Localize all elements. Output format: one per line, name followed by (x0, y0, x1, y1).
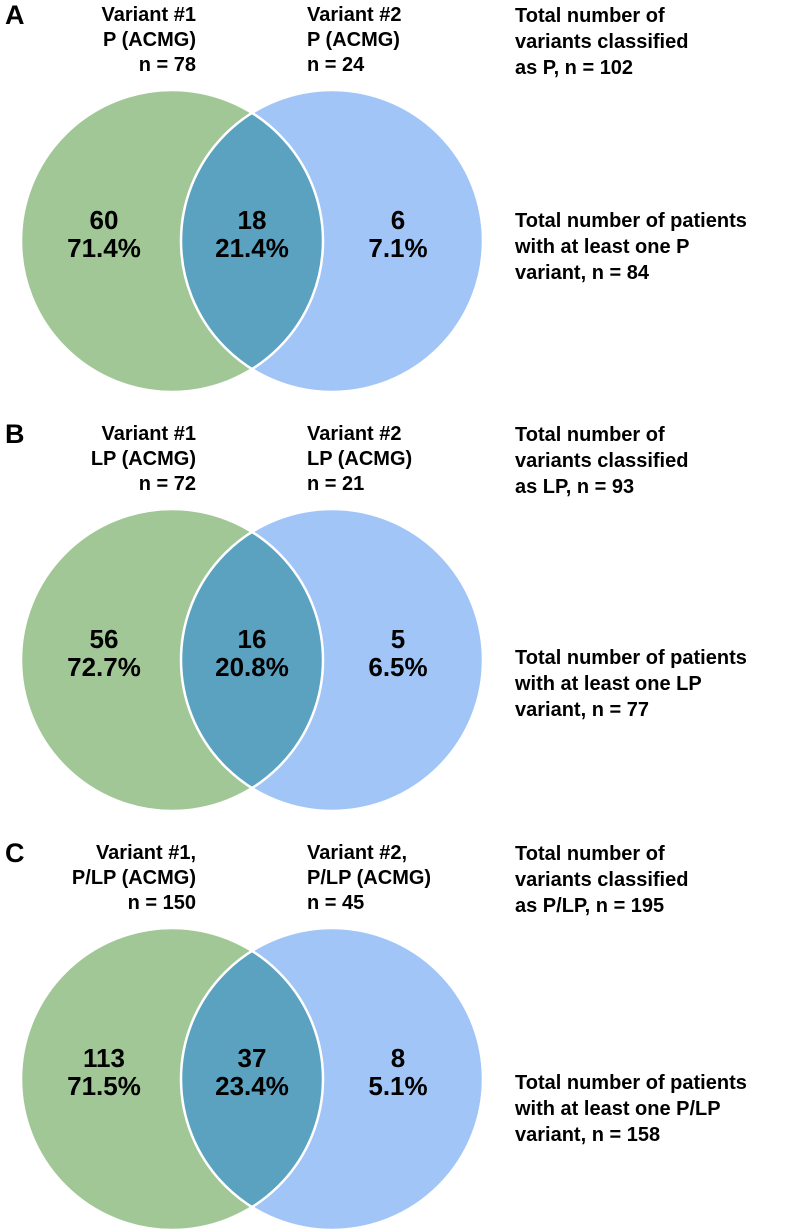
panel-a: A Variant #1 P (ACMG) n = 78 Variant #2 … (0, 0, 797, 419)
set1-label-line1: Variant #1 (101, 4, 196, 26)
set1-circle-outline (19, 926, 325, 1229)
overlap-count: 18 (238, 205, 267, 235)
patients-total-line1: Total number of patients (515, 1072, 747, 1094)
panel-a-venn-diagram: 60 71.4% 18 21.4% 6 7.1% (0, 84, 500, 402)
set2-label-line3: n = 45 (307, 892, 365, 914)
set2-circle-outline (179, 88, 485, 394)
set1-label-line3: n = 72 (138, 473, 196, 495)
patients-total-line3: variant, n = 84 (515, 262, 649, 284)
overlap-count: 16 (238, 624, 267, 654)
left-only-count: 113 (83, 1043, 125, 1073)
panel-c-set2-label: Variant #2, P/LP (ACMG) n = 45 (307, 841, 431, 916)
set2-label-line2: P/LP (ACMG) (307, 867, 432, 889)
variants-total-line3: as LP, n = 93 (515, 476, 635, 498)
set2-label-line1: Variant #2 (307, 423, 402, 445)
set2-label-line2: P (ACMG) (307, 29, 400, 51)
panel-b-set1-label: Variant #1 LP (ACMG) n = 72 (40, 422, 196, 497)
set1-circle-outline (19, 507, 325, 813)
left-only-pct: 71.5% (67, 1071, 141, 1101)
venn-svg: 60 71.4% 18 21.4% 6 7.1% (19, 88, 485, 394)
left-only-count: 60 (90, 205, 119, 235)
patients-total-line3: variant, n = 158 (515, 1124, 661, 1146)
panel-b-patients-total: Total number of patients with at least o… (515, 645, 790, 723)
set1-label-line1: Variant #1 (101, 423, 196, 445)
panel-b: B Variant #1 LP (ACMG) n = 72 Variant #2… (0, 419, 797, 838)
right-only-count: 5 (391, 624, 405, 654)
overlap-pct: 20.8% (215, 652, 289, 682)
panel-a-patients-total: Total number of patients with at least o… (515, 208, 790, 286)
set2-label-line1: Variant #2, (307, 842, 408, 864)
variants-total-line3: as P, n = 102 (515, 57, 634, 79)
set1-label-line1: Variant #1, (95, 842, 196, 864)
variants-total-line2: variants classified (515, 31, 689, 53)
variants-total-line3: as P/LP, n = 195 (515, 895, 665, 917)
overlap-pct: 23.4% (215, 1071, 289, 1101)
set1-label-line2: LP (ACMG) (90, 448, 196, 470)
panel-a-set1-label: Variant #1 P (ACMG) n = 78 (40, 3, 196, 78)
venn-svg: 113 71.5% 37 23.4% 8 5.1% (19, 926, 485, 1229)
panel-c-letter: C (5, 838, 25, 868)
set1-circle-outline (19, 88, 325, 394)
set2-circle-outline (179, 926, 485, 1229)
panel-c-set1-label: Variant #1, P/LP (ACMG) n = 150 (40, 841, 196, 916)
overlap-region (181, 928, 323, 1229)
patients-total-line1: Total number of patients (515, 210, 747, 232)
patients-total-line1: Total number of patients (515, 647, 747, 669)
set1-label-line2: P/LP (ACMG) (71, 867, 196, 889)
patients-total-line2: with at least one LP (515, 673, 702, 695)
set1-label-line3: n = 150 (127, 892, 196, 914)
right-only-pct: 6.5% (368, 652, 427, 682)
right-only-count: 8 (391, 1043, 405, 1073)
patients-total-line3: variant, n = 77 (515, 699, 649, 721)
panel-c-variants-total: Total number of variants classified as P… (515, 841, 790, 919)
panel-b-letter: B (5, 419, 25, 449)
variants-total-line1: Total number of (515, 5, 665, 27)
panel-b-venn-diagram: 56 72.7% 16 20.8% 5 6.5% (0, 503, 500, 821)
set2-label-line3: n = 24 (307, 54, 365, 76)
panel-b-set2-label: Variant #2 LP (ACMG) n = 21 (307, 422, 412, 497)
set1-label-line3: n = 78 (138, 54, 196, 76)
set1-label-line2: P (ACMG) (103, 29, 196, 51)
panel-a-letter: A (5, 0, 25, 30)
set2-label-line2: LP (ACMG) (307, 448, 413, 470)
panel-a-set2-label: Variant #2 P (ACMG) n = 24 (307, 3, 402, 78)
variants-total-line1: Total number of (515, 424, 665, 446)
variants-total-line2: variants classified (515, 450, 689, 472)
panel-c-venn-diagram: 113 71.5% 37 23.4% 8 5.1% (0, 922, 500, 1229)
right-only-count: 6 (391, 205, 405, 235)
right-only-pct: 5.1% (368, 1071, 427, 1101)
right-only-pct: 7.1% (368, 233, 427, 263)
panel-b-variants-total: Total number of variants classified as L… (515, 422, 790, 500)
set2-label-line3: n = 21 (307, 473, 365, 495)
patients-total-line2: with at least one P/LP (515, 1098, 721, 1120)
left-only-count: 56 (90, 624, 119, 654)
overlap-pct: 21.4% (215, 233, 289, 263)
panel-a-variants-total: Total number of variants classified as P… (515, 3, 790, 81)
venn-svg: 56 72.7% 16 20.8% 5 6.5% (19, 507, 485, 813)
panel-c-patients-total: Total number of patients with at least o… (515, 1070, 790, 1148)
overlap-count: 37 (238, 1043, 267, 1073)
overlap-region (181, 90, 323, 392)
variants-total-line1: Total number of (515, 843, 665, 865)
left-only-pct: 71.4% (67, 233, 141, 263)
set2-circle-outline (179, 507, 485, 813)
overlap-region (181, 509, 323, 811)
variants-total-line2: variants classified (515, 869, 689, 891)
patients-total-line2: with at least one P (515, 236, 690, 258)
left-only-pct: 72.7% (67, 652, 141, 682)
panel-c: C Variant #1, P/LP (ACMG) n = 150 Varian… (0, 838, 797, 1229)
set2-label-line1: Variant #2 (307, 4, 402, 26)
